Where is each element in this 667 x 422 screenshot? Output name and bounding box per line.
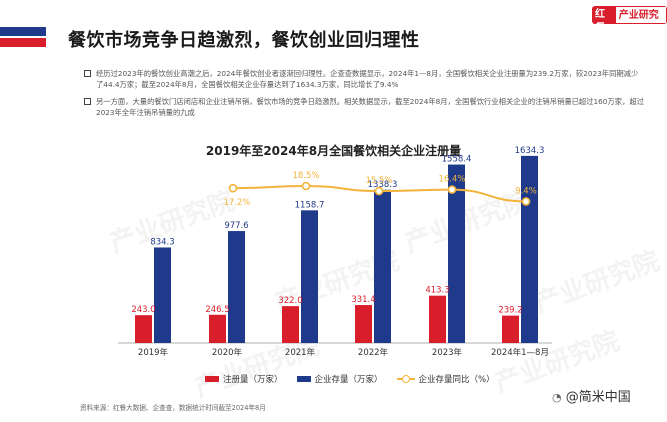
- data-label-registrations: 322.0: [278, 296, 302, 306]
- data-label-stock: 1158.7: [295, 200, 325, 210]
- bar-stock: [521, 155, 538, 343]
- bullet-item: 另一方面，大量的餐饮门店闭店和企业注销吊销，餐饮市场的竞争日趋激烈。相关数据显示…: [84, 96, 644, 118]
- watermark-text: 产业研究院: [106, 185, 239, 259]
- data-label-stock: 1634.3: [515, 146, 545, 156]
- legend-label: 企业存量（万家）: [314, 375, 383, 385]
- bar-registrations: [209, 314, 226, 343]
- data-label-registrations: 243.0: [131, 305, 155, 315]
- bar-registrations: [429, 295, 446, 343]
- legend-label: 企业存量同比（%）: [418, 375, 495, 385]
- watermark-text: 产业研究院: [401, 185, 534, 259]
- bar-registrations: [282, 306, 299, 343]
- data-label-yoy: 9.4%: [515, 186, 537, 196]
- data-label-yoy: 16.4%: [438, 175, 465, 185]
- watermark-text: 产业研究院: [531, 245, 664, 319]
- data-label-registrations: 413.3: [425, 286, 449, 296]
- data-label-yoy: 17.2%: [223, 198, 250, 208]
- data-label-stock: 834.3: [150, 237, 174, 247]
- x-tick-label: 2019年: [138, 347, 169, 358]
- data-label-registrations: 239.2: [498, 306, 522, 316]
- x-tick-label: 2022年: [358, 347, 389, 358]
- legend-item-yoy: 企业存量同比（%）: [396, 373, 495, 385]
- corner-watermark: ◔ @简米中国: [552, 386, 631, 405]
- data-label-stock: 1338.3: [368, 180, 398, 190]
- bar-stock: [301, 210, 318, 343]
- data-label-registrations: 331.4: [351, 295, 375, 305]
- line-yoy-point: [228, 183, 238, 193]
- legend-item-registrations: 注册量（万家）: [205, 373, 283, 385]
- header-accent-bar: [0, 27, 46, 47]
- data-label-stock: 1558.4: [442, 155, 472, 165]
- bar-registrations: [135, 315, 152, 343]
- source-note: 资料来源：红餐大数据、企查查，数据统计时间截至2024年8月: [80, 404, 266, 412]
- bullet-square-icon: [84, 98, 91, 105]
- bar-stock: [154, 247, 171, 343]
- bullet-list: 经历过2023年的餐饮创业高潮之后，2024年餐饮创业者逐渐回归理性。企查查数据…: [84, 68, 644, 124]
- bullet-item: 经历过2023年的餐饮创业高潮之后，2024年餐饮创业者逐渐回归理性。企查查数据…: [84, 68, 644, 90]
- x-tick-label: 2021年: [285, 347, 316, 358]
- line-yoy-point: [447, 185, 457, 194]
- data-label-registrations: 246.5: [205, 305, 229, 315]
- data-label-yoy: 15.5%: [365, 176, 392, 186]
- corner-watermark-text: @简米中国: [565, 390, 631, 405]
- header-stripe-blue: [0, 27, 46, 36]
- chart-legend: 注册量（万家） 企业存量（万家） 企业存量同比（%）: [205, 373, 509, 385]
- line-yoy-point: [521, 197, 531, 206]
- weibo-icon: ◔: [552, 391, 562, 404]
- legend-swatch-red: [205, 376, 219, 382]
- brand-logo: 红餐 产业研究院: [592, 6, 667, 24]
- legend-item-stock: 企业存量（万家）: [296, 373, 383, 385]
- chart-title: 2019年至2024年8月全国餐饮相关企业注册量: [205, 144, 462, 158]
- page-title: 餐饮市场竞争日趋激烈，餐饮创业回归理性: [68, 30, 420, 51]
- bar-registrations: [355, 305, 372, 343]
- bullet-text: 经历过2023年的餐饮创业高潮之后，2024年餐饮创业者逐渐回归理性。企查查数据…: [96, 69, 639, 89]
- brand-logo-part2: 产业研究院: [615, 6, 667, 24]
- line-yoy-point: [301, 181, 311, 191]
- data-label-yoy: 18.5%: [292, 171, 319, 181]
- x-tick-label: 2020年: [212, 347, 243, 358]
- bullet-text: 另一方面，大量的餐饮门店闭店和企业注销吊销，餐饮市场的竞争日趋激烈。相关数据显示…: [96, 97, 644, 117]
- legend-label: 注册量（万家）: [223, 375, 283, 385]
- legend-swatch-blue: [296, 376, 311, 382]
- bullet-square-icon: [84, 70, 91, 77]
- data-label-stock: 977.6: [224, 221, 248, 231]
- bar-stock: [448, 164, 465, 343]
- bar-stock: [374, 189, 391, 343]
- bar-registrations: [502, 315, 519, 343]
- brand-logo-part1: 红餐: [592, 6, 616, 24]
- bar-stock: [228, 231, 245, 343]
- line-yoy-point: [374, 186, 384, 196]
- header-stripe-red: [0, 38, 46, 47]
- x-tick-label: 2023年: [432, 347, 463, 358]
- x-tick-label: 2024年1—8月: [491, 347, 549, 358]
- legend-swatch-line: [396, 375, 415, 383]
